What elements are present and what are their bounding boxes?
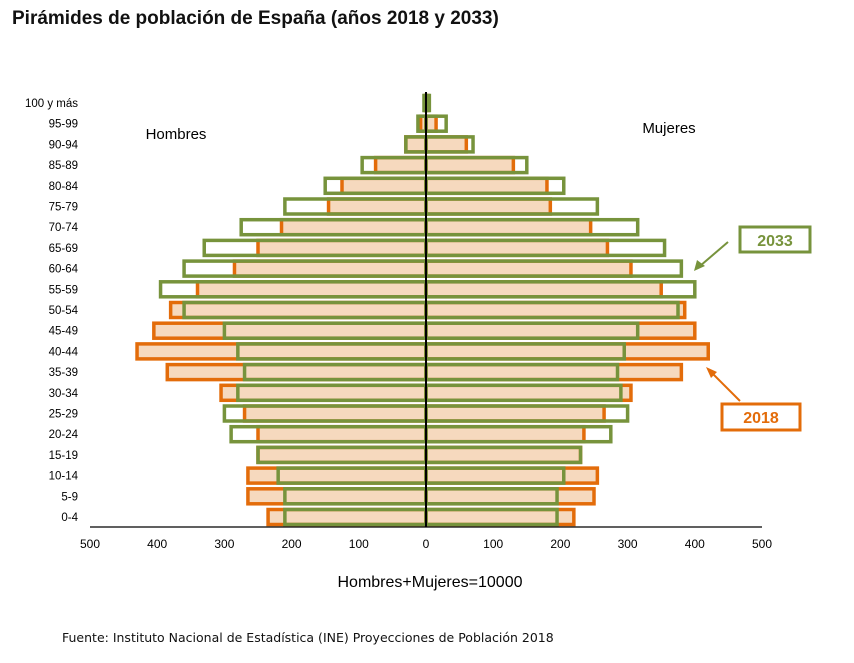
bar-2018-mujeres-20-24 (424, 424, 586, 444)
bar-2018-mujeres-45-49 (424, 321, 697, 340)
bar-2018-mujeres-5-9 (424, 487, 596, 506)
bar-2018-mujeres-35-39 (424, 362, 684, 382)
bar-2018-hombres-15-19 (256, 445, 428, 465)
x-tick-label-300: 300 (618, 537, 638, 551)
bar-2018-hombres-30-34 (219, 383, 428, 403)
callout-2033-box (738, 225, 812, 254)
side-label-mujeres: Mujeres (642, 120, 695, 137)
chart-callouts: 2033 2018 (694, 225, 812, 432)
x-tick-label-100: 100 (483, 537, 503, 551)
callout-2018-arrowhead (706, 367, 717, 378)
y-tick-label-30-34: 30-34 (49, 388, 79, 400)
x-tick-label--100: 100 (349, 537, 369, 551)
x-tick-label--200: 200 (282, 537, 302, 551)
bar-2018-hombres-75-79 (326, 197, 428, 216)
bar-2018-mujeres-15-19 (424, 445, 583, 465)
bar-2018-mujeres-30-34 (424, 383, 633, 403)
side-label-hombres: Hombres (146, 126, 207, 143)
y-tick-label-100 y más: 100 y más (25, 98, 78, 110)
callout-2033-arrow-line (699, 241, 729, 267)
y-tick-label-45-49: 45-49 (49, 326, 78, 338)
bar-2018-mujeres-90-94 (424, 135, 469, 154)
callout-2033-label: 2033 (757, 233, 793, 250)
bar-2018-mujeres-75-79 (424, 197, 553, 216)
y-tick-label-95-99: 95-99 (49, 119, 78, 131)
y-tick-label-60-64: 60-64 (49, 264, 79, 276)
y-tick-label-25-29: 25-29 (49, 409, 78, 421)
y-tick-label-65-69: 65-69 (49, 243, 78, 255)
bar-2018-hombres-60-64 (232, 259, 428, 278)
bar-2018-hombres-85-89 (373, 155, 428, 175)
y-tick-label-55-59: 55-59 (49, 284, 78, 296)
bar-2018-mujeres-0-4 (424, 507, 576, 527)
y-tick-label-90-94: 90-94 (49, 139, 79, 151)
y-tick-label-40-44: 40-44 (49, 346, 79, 358)
bar-2018-hombres-40-44 (135, 342, 428, 361)
y-tick-label-20-24: 20-24 (49, 429, 79, 441)
bar-2018-hombres-65-69 (256, 238, 428, 258)
y-tick-label-5-9: 5-9 (61, 491, 78, 503)
y-tick-label-70-74: 70-74 (49, 222, 79, 234)
y-tick-label-10-14: 10-14 (49, 471, 79, 483)
bar-2018-mujeres-40-44 (424, 342, 710, 361)
bar-2018-mujeres-10-14 (424, 466, 600, 485)
bar-2018-hombres-45-49 (152, 321, 428, 340)
callout-2018-box (720, 402, 802, 432)
y-tick-label-0-4: 0-4 (61, 512, 78, 524)
source-note: Fuente: Instituto Nacional de Estadístic… (62, 630, 554, 645)
x-tick-label-0: 0 (423, 537, 430, 551)
x-axis-label: Hombres+Mujeres=10000 (338, 574, 523, 591)
bar-2018-mujeres-55-59 (424, 280, 663, 299)
callout-2018-arrow-line (711, 372, 741, 402)
y-tick-label-35-39: 35-39 (49, 367, 78, 379)
x-tick-label--300: 300 (214, 537, 234, 551)
chart-axes: 500 400 300 200 100 0 100 200 300 400 500 (80, 92, 772, 551)
callout-2018-label: 2018 (743, 410, 779, 427)
bar-2018-hombres-0-4 (266, 507, 428, 527)
series-2018-bars (135, 93, 710, 527)
x-tick-label-500: 500 (752, 537, 772, 551)
y-tick-label-80-84: 80-84 (49, 181, 79, 193)
bar-2018-mujeres-50-54 (424, 300, 687, 320)
chart-title: Pirámides de población de España (años 2… (12, 8, 499, 29)
bar-2018-mujeres-85-89 (424, 155, 516, 175)
bar-2018-hombres-20-24 (256, 424, 428, 444)
chart-labels: 0-4 5-9 10-14 15-19 20-24 25-29 30-34 35-39 40-4… (25, 98, 696, 591)
y-tick-label-85-89: 85-89 (49, 160, 78, 172)
x-tick-label-200: 200 (550, 537, 570, 551)
bar-2018-hombres-10-14 (246, 466, 428, 485)
x-tick-label-400: 400 (685, 537, 705, 551)
bar-2018-hombres-25-29 (242, 404, 428, 423)
bar-2018-mujeres-80-84 (424, 176, 549, 196)
bar-2018-hombres-55-59 (195, 280, 428, 299)
bar-2018-mujeres-60-64 (424, 259, 633, 278)
bar-2018-hombres-5-9 (246, 487, 428, 506)
y-tick-label-15-19: 15-19 (49, 450, 78, 462)
bar-2018-hombres-80-84 (340, 176, 428, 196)
bar-2018-mujeres-70-74 (424, 217, 593, 237)
x-tick-label--400: 400 (147, 537, 167, 551)
bar-2018-hombres-70-74 (279, 217, 428, 237)
bar-2018-mujeres-65-69 (424, 238, 610, 258)
bar-2018-hombres-35-39 (165, 362, 428, 382)
bar-2018-hombres-90-94 (404, 135, 428, 154)
callout-2033-arrowhead (694, 260, 705, 271)
y-tick-label-50-54: 50-54 (49, 305, 79, 317)
y-tick-label-75-79: 75-79 (49, 202, 78, 214)
x-tick-label--500: 500 (80, 537, 100, 551)
bar-2018-mujeres-25-29 (424, 404, 606, 423)
bar-2018-hombres-50-54 (168, 300, 428, 320)
